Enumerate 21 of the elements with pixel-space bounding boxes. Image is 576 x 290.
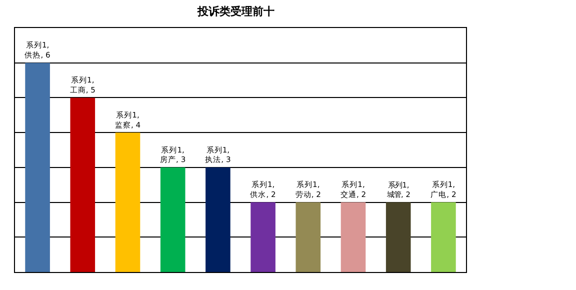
data-label: 系列1, 供水, 2: [250, 180, 276, 200]
data-label: 系列1, 劳动, 2: [295, 180, 322, 200]
bar: [431, 202, 456, 272]
data-label: 系列1, 广电, 2: [430, 180, 456, 200]
data-label: 系列1, 执法, 3: [205, 145, 231, 164]
data-label: 系列1, 监察, 4: [114, 110, 141, 130]
data-label: 系列1, 房产, 3: [160, 145, 186, 164]
bar: [160, 167, 186, 272]
bar: [250, 202, 276, 272]
bar: [340, 202, 366, 272]
bar: [115, 132, 140, 272]
chart-title: 投诉类受理前十: [196, 4, 275, 18]
bar: [206, 167, 230, 272]
bar: [296, 202, 321, 272]
bar: [386, 202, 411, 272]
bar: [70, 98, 96, 272]
data-label: 系列1, 城管, 2: [386, 180, 410, 200]
data-label: 系列1, 供热, 6: [24, 40, 51, 60]
data-label: 系列1, 工商, 5: [70, 76, 96, 94]
bar: [25, 62, 50, 272]
data-label: 系列1, 交通, 2: [340, 180, 366, 200]
